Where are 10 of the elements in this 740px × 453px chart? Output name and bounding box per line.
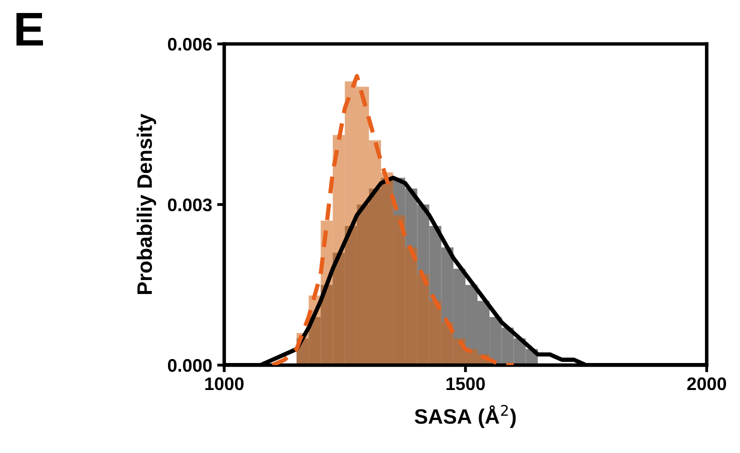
y-tick-label: 0.003 [168, 198, 212, 212]
x-tick-label: 1500 [446, 377, 485, 390]
x-tick-label: 2000 [687, 377, 726, 390]
text: E [16, 13, 43, 46]
x-tick-label: 1000 [205, 377, 244, 390]
y-tick-label: 0.000 [168, 359, 212, 372]
y-tick-label: 0.006 [168, 38, 212, 51]
line-series [270, 74, 516, 366]
y-axis-title: Probabiliy Density [136, 114, 156, 294]
x-axis-title: SASA (Å$^{2}$) [414, 404, 516, 428]
